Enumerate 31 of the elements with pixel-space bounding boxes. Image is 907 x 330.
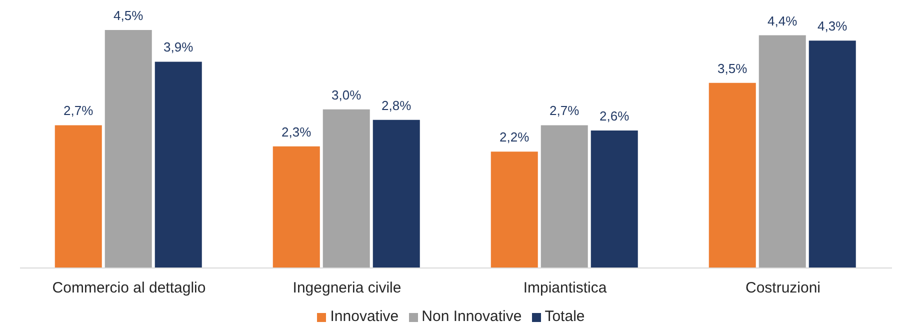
data-label: 4,5% — [114, 8, 144, 23]
bar — [372, 120, 420, 268]
data-label: 2,8% — [382, 98, 412, 113]
data-label: 3,5% — [718, 60, 748, 76]
x-tick-label: Ingegneria civile — [292, 280, 402, 297]
legend-label: Non Innovative — [422, 308, 522, 325]
bar — [104, 30, 152, 268]
bar — [590, 130, 638, 268]
bar — [540, 125, 588, 268]
bar — [708, 82, 756, 268]
x-tick-label: Commercio al dettaglio — [52, 280, 206, 297]
data-label: 3,0% — [332, 87, 362, 102]
data-label: 2,6% — [600, 108, 630, 124]
data-label: 4,4% — [768, 13, 798, 28]
bar — [490, 152, 538, 268]
x-tick-label: Costruzioni — [745, 280, 821, 297]
bar — [808, 40, 856, 268]
data-label: 2,3% — [282, 124, 312, 140]
data-label: 2,7% — [550, 103, 580, 118]
bar — [758, 35, 806, 268]
bar — [272, 146, 320, 268]
data-label: 2,7% — [64, 103, 94, 118]
legend-label: Totale — [544, 308, 585, 325]
x-tick-label: Impiantistica — [523, 280, 608, 297]
data-label: 2,2% — [500, 130, 530, 145]
bar — [322, 109, 370, 268]
data-label: 4,3% — [818, 18, 848, 34]
data-label: 3,9% — [164, 40, 194, 55]
bar — [54, 125, 102, 268]
bar — [154, 62, 202, 268]
legend-label: Innovative — [330, 308, 399, 325]
